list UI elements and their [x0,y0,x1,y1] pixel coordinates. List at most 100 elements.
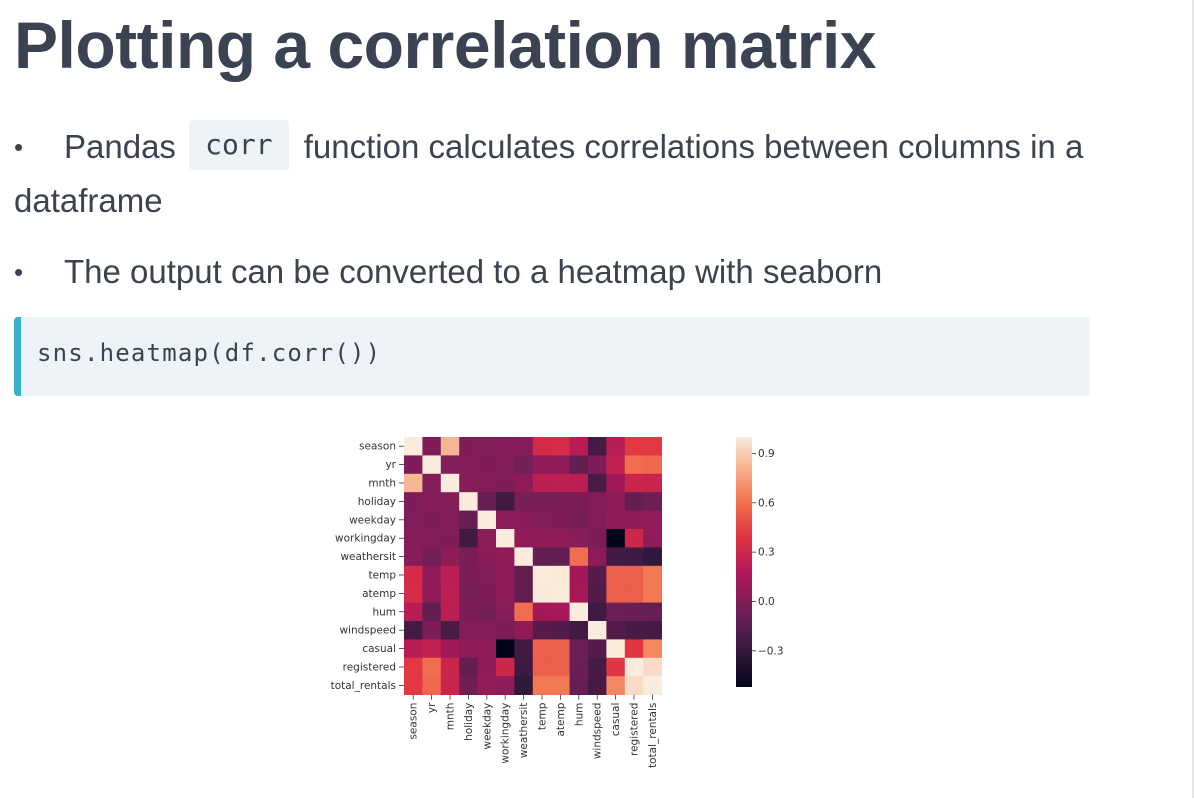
heatmap-cell-mnth-weathersit [514,473,534,493]
heatmap-cell-registered-holiday [459,657,478,677]
heatmap-cell-atemp-season [404,584,423,603]
heatmap-cell-casual-atemp [551,639,570,659]
heatmap-cell-workingday-holiday [459,529,478,548]
heatmap-cell-season-workingday [496,437,515,456]
heatmap-cell-workingday-registered [624,529,644,548]
heatmap-cell-hum-holiday [459,602,478,622]
heatmap-cell-holiday-workingday [496,492,515,511]
heatmap-cell-windspeed-temp [532,621,552,640]
heatmap-cell-temp-registered [624,565,644,585]
heatmap-cell-yr-weekday [477,455,497,475]
y-tick-label-windspeed: windspeed [339,625,396,637]
colorbar-tick-label: 0.3 [758,547,775,559]
heatmap-cell-workingday-mnth [440,529,460,548]
heatmap-cell-hum-hum [569,602,589,622]
heatmap-cell-workingday-yr [422,529,442,548]
heatmap-cell-casual-weekday [477,639,497,659]
y-tick-label-season: season [359,441,396,453]
heatmap-cell-mnth-yr [422,473,442,493]
heatmap-cell-total_rentals-mnth [440,676,460,695]
heatmap-cell-total_rentals-registered [624,676,644,695]
heatmap-cell-workingday-windspeed [588,529,607,548]
heatmap-cell-weekday-holiday [459,510,478,530]
heatmap-cell-atemp-holiday [459,584,478,603]
heatmap-cell-registered-season [404,657,423,677]
heatmap-cell-atemp-total_rentals [643,584,662,603]
bullet-text-after-code: function calculates correlations between… [14,128,1084,219]
heatmap-cell-casual-casual [606,639,626,659]
heatmap-cell-yr-casual [606,455,626,475]
heatmap-cell-total_rentals-atemp [551,676,570,695]
heatmap-cell-season-weekday [477,437,497,456]
heatmap-cell-hum-temp [532,602,552,622]
heatmap-cells [404,437,662,695]
heatmap-cell-mnth-total_rentals [643,473,662,493]
heatmap-cell-workingday-atemp [551,529,570,548]
heatmap-cell-yr-hum [569,455,589,475]
x-tick-label-season: season [408,703,420,740]
heatmap-cell-holiday-hum [569,492,589,511]
heatmap-cell-weekday-total_rentals [643,510,662,530]
heatmap-cell-total_rentals-hum [569,676,589,695]
heatmap-cell-workingday-total_rentals [643,529,662,548]
x-tick-label-workingday: workingday [500,703,512,764]
heatmap-cell-yr-yr [422,455,442,475]
heatmap-cell-season-casual [606,437,626,456]
heatmap-cell-temp-windspeed [588,565,607,585]
heatmap-cell-weekday-temp [532,510,552,530]
y-tick-label-hum: hum [372,606,396,618]
heatmap-cell-atemp-mnth [440,584,460,603]
heatmap-cell-temp-yr [422,565,442,585]
x-tick-label-windspeed: windspeed [592,703,604,760]
heatmap-cell-registered-workingday [496,657,515,677]
heatmap-cell-windspeed-workingday [496,621,515,640]
heatmap-cell-casual-windspeed [588,639,607,659]
heatmap-cell-weekday-windspeed [588,510,607,530]
heatmap-cell-weathersit-holiday [459,547,478,567]
inline-code-corr: corr [189,120,289,170]
heatmap-cell-workingday-hum [569,529,589,548]
heatmap-cell-holiday-windspeed [588,492,607,511]
heatmap-cell-weathersit-weekday [477,547,497,567]
heatmap-cell-windspeed-hum [569,621,589,640]
bullet-dot: • [14,132,24,162]
heatmap-cell-registered-yr [422,657,442,677]
x-tick-label-weekday: weekday [481,703,493,750]
heatmap-cell-hum-atemp [551,602,570,622]
heatmap-cell-weathersit-yr [422,547,442,567]
heatmap-cell-registered-atemp [551,657,570,677]
heatmap-cell-mnth-casual [606,473,626,493]
heatmap-cell-weathersit-total_rentals [643,547,662,567]
heatmap-cell-weathersit-workingday [496,547,515,567]
colorbar-tick-label: 0.0 [758,596,775,608]
heatmap-cell-registered-windspeed [588,657,607,677]
heatmap-cell-yr-mnth [440,455,460,475]
heatmap-cell-weekday-hum [569,510,589,530]
page-border [1192,0,1194,798]
heatmap-cell-temp-hum [569,565,589,585]
heatmap-cell-mnth-registered [624,473,644,493]
heatmap-cell-total_rentals-holiday [459,676,478,695]
x-tick-label-yr: yr [426,702,438,713]
heatmap-cell-hum-registered [624,602,644,622]
heatmap-cell-atemp-temp [532,584,552,603]
bullet-text: The output can be converted to a heatmap… [64,253,883,290]
y-tick-label-yr: yr [385,459,396,471]
heatmap-cell-windspeed-season [404,621,423,640]
heatmap-cell-holiday-weathersit [514,492,534,511]
heatmap-cell-hum-season [404,602,423,622]
heatmap-cell-registered-total_rentals [643,657,662,677]
heatmap-cell-total_rentals-weekday [477,676,497,695]
heatmap-cell-registered-registered [624,657,644,677]
heatmap-cell-temp-season [404,565,423,585]
heatmap-cell-windspeed-weekday [477,621,497,640]
colorbar-gradient [736,437,752,687]
heatmap-cell-atemp-workingday [496,584,515,603]
heatmap-cell-season-season [404,437,423,456]
heatmap-cell-mnth-windspeed [588,473,607,493]
heatmap-cell-holiday-mnth [440,492,460,511]
heatmap-cell-hum-workingday [496,602,515,622]
heatmap-cell-hum-casual [606,602,626,622]
heatmap-cell-temp-weekday [477,565,497,585]
heatmap-cell-mnth-temp [532,473,552,493]
